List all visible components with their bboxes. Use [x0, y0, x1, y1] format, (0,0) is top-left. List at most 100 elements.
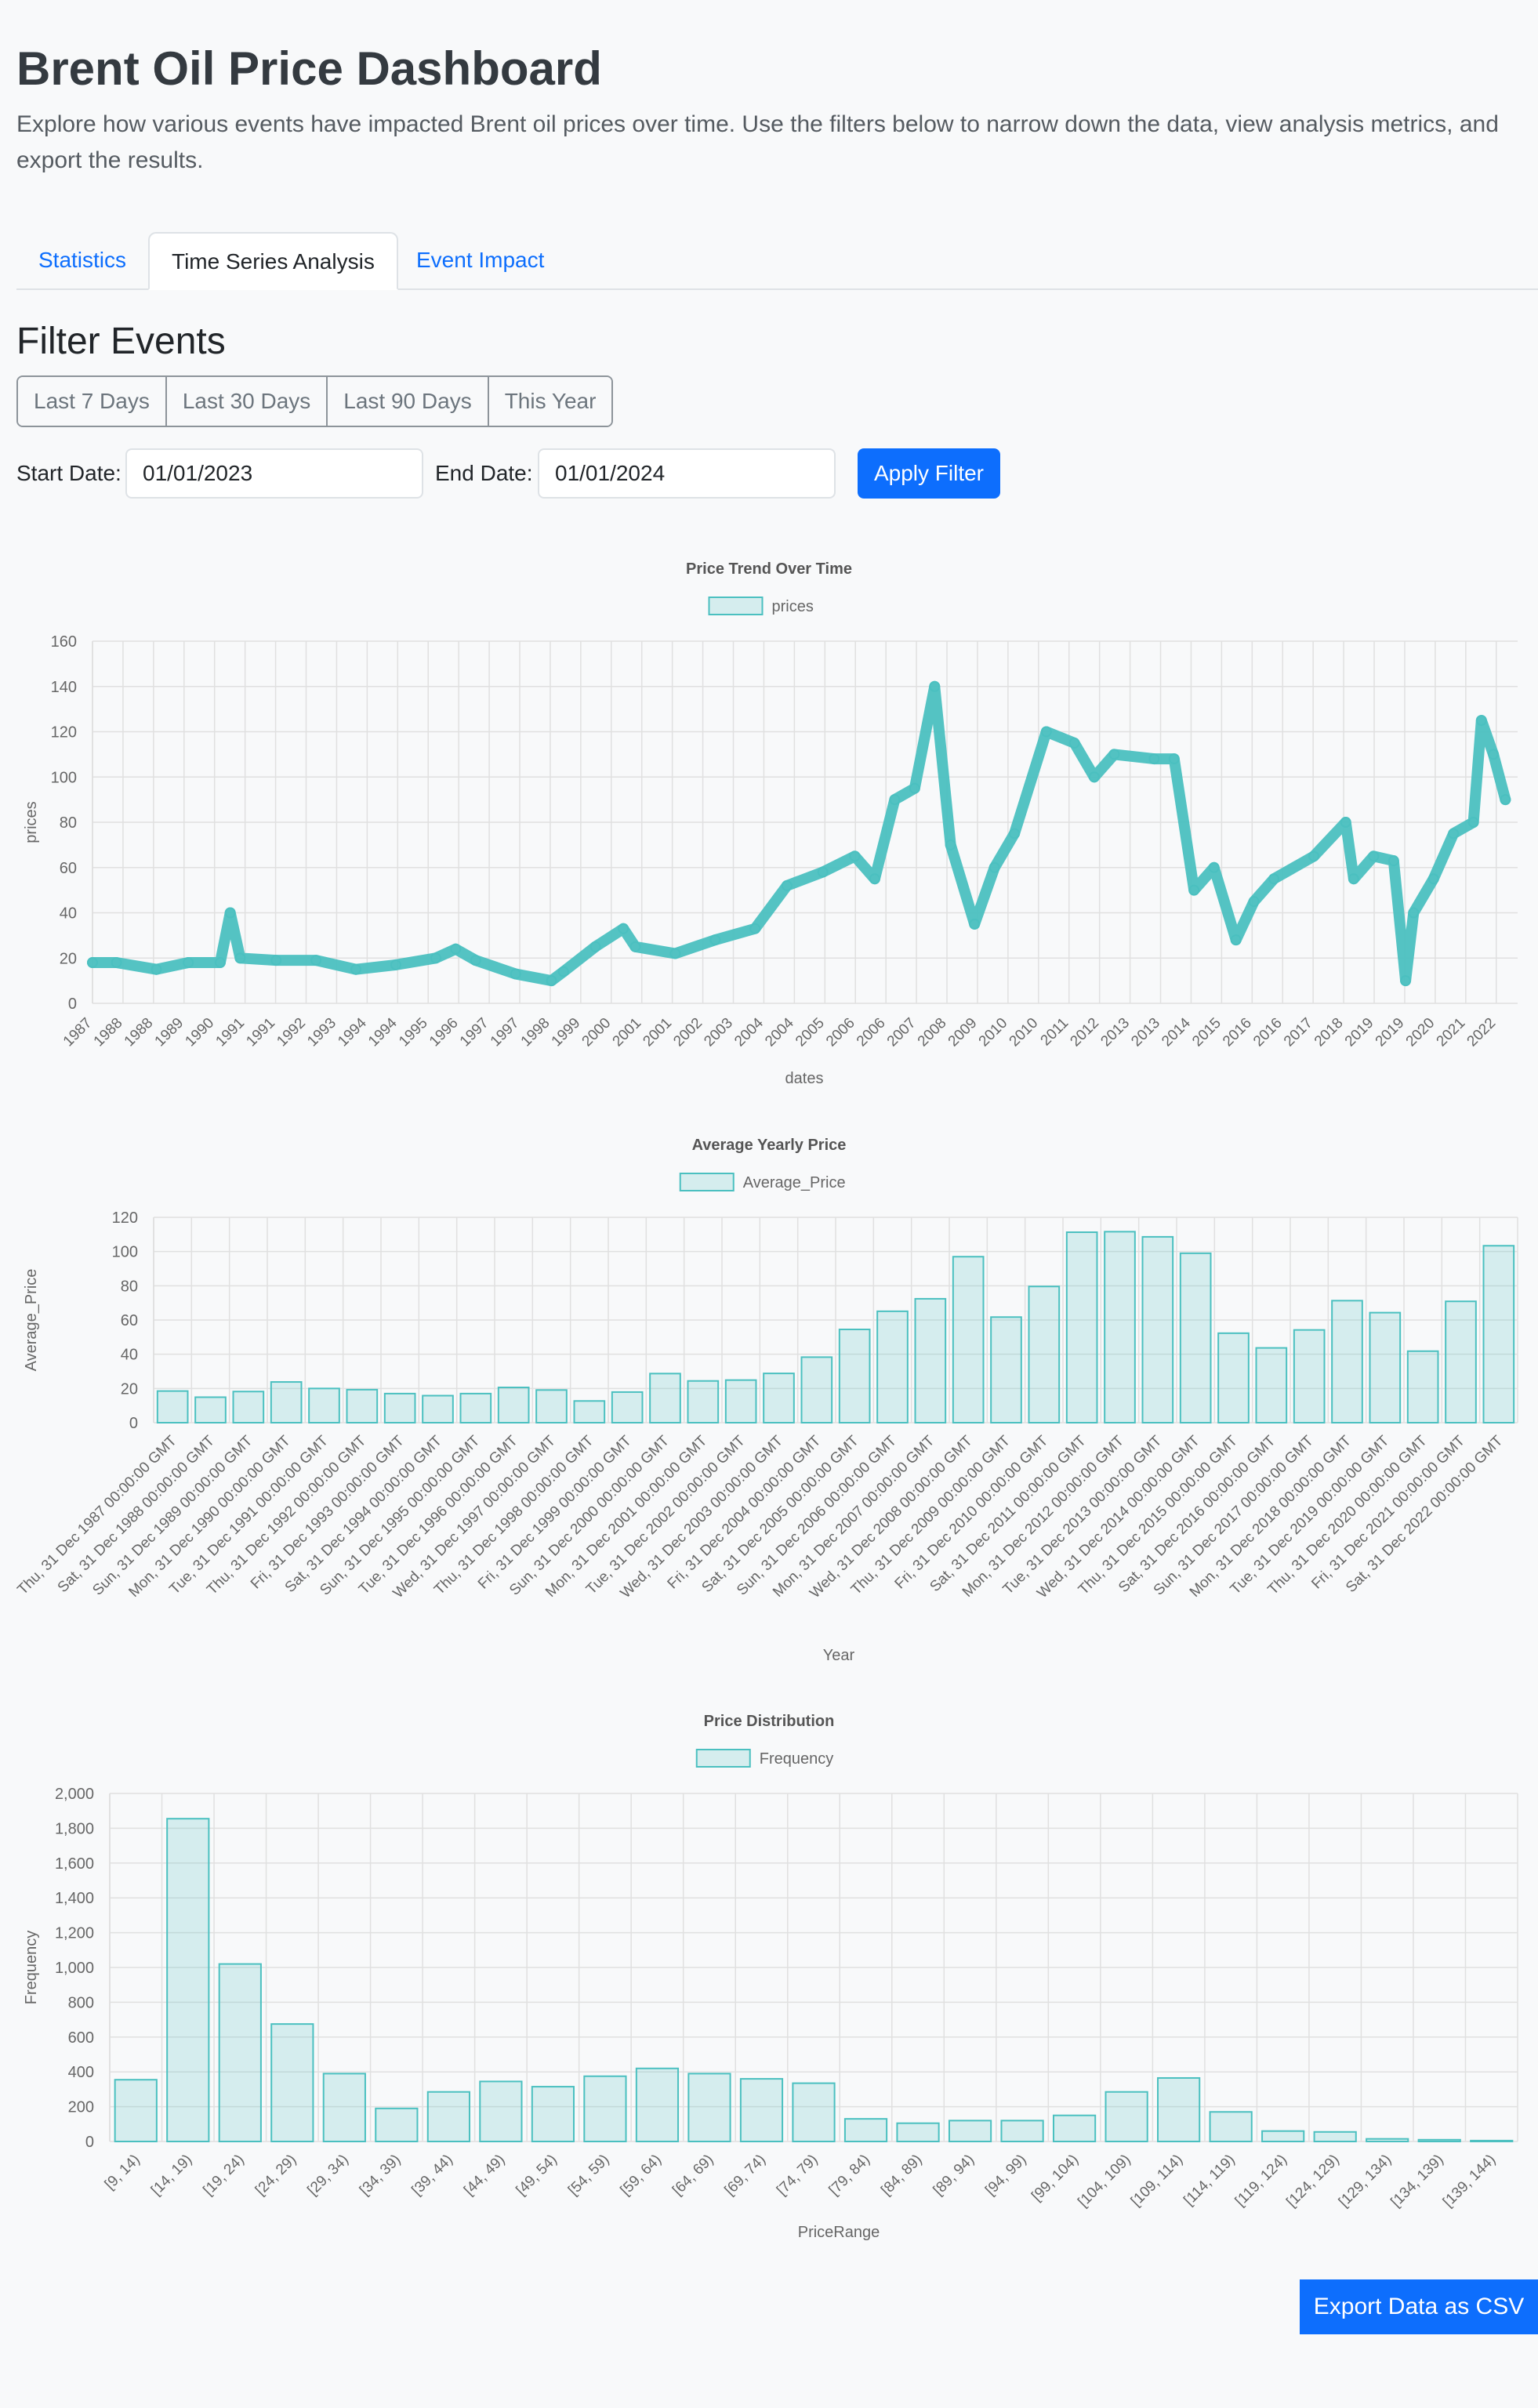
bar [687, 2073, 731, 2143]
x-tick-label: 2001 [610, 1015, 645, 1050]
price-point [1308, 850, 1319, 862]
tab-bar: Statistics Time Series Analysis Event Im… [16, 232, 1538, 290]
legend-label: prices [772, 598, 814, 615]
y-tick-label: 2,000 [55, 1786, 94, 1803]
price-point [749, 923, 761, 934]
x-tick-label: 2000 [579, 1015, 615, 1050]
y-tick-label: 1,800 [55, 1820, 94, 1837]
x-tick-label: 2008 [915, 1015, 950, 1050]
x-tick-label: [39, 44) [408, 2152, 455, 2199]
this-year-button[interactable]: This Year [488, 377, 612, 426]
y-tick-label: 0 [129, 1415, 138, 1432]
y-tick-label: 20 [60, 950, 77, 967]
price-point [1088, 771, 1100, 783]
x-tick-label: [109, 114) [1128, 2152, 1186, 2210]
bar [383, 1392, 416, 1423]
x-tick-label: [74, 79) [774, 2152, 821, 2199]
bar [876, 1310, 909, 1423]
price-point [470, 955, 481, 966]
bar [843, 2118, 888, 2143]
price-point [1475, 715, 1487, 727]
x-tick-label: [64, 69) [669, 2152, 716, 2199]
last-30-days-button[interactable]: Last 30 Days [166, 377, 328, 426]
price-point [557, 966, 569, 977]
bar [649, 1373, 681, 1424]
price-point [1500, 794, 1511, 806]
export-csv-button[interactable]: Export Data as CSV [1300, 2279, 1538, 2334]
x-tick-label: [54, 59) [565, 2152, 612, 2199]
bar [535, 1389, 568, 1424]
x-tick-label: [139, 144) [1440, 2152, 1499, 2210]
y-tick-label: 40 [60, 905, 77, 923]
x-tick-label: 2022 [1464, 1015, 1500, 1050]
price-point [390, 959, 401, 970]
legend-label: Average_Price [743, 1174, 846, 1191]
x-tick-label: [34, 39) [357, 2152, 404, 2199]
last-90-days-button[interactable]: Last 90 Days [328, 377, 489, 426]
tab-statistics[interactable]: Statistics [38, 248, 127, 272]
x-tick-label: 1994 [365, 1014, 401, 1050]
bar [270, 2023, 314, 2142]
x-tick-label: 1995 [396, 1015, 431, 1050]
bar [739, 2078, 784, 2142]
bar [232, 1391, 265, 1424]
filter-title: Filter Events [16, 321, 226, 362]
apply-filter-button[interactable]: Apply Filter [858, 448, 1000, 499]
last-7-days-button[interactable]: Last 7 Days [18, 377, 167, 426]
price-point [909, 782, 920, 794]
x-tick-label: 2012 [1067, 1015, 1102, 1050]
price-point [1427, 873, 1439, 885]
price-point [589, 941, 601, 952]
price-trend-chart-svg: Price Trend Over Time prices 0 20 40 60 80 100 1… [23, 560, 1518, 1087]
x-tick-label: 2004 [762, 1014, 797, 1050]
y-tick-label: 1,200 [55, 1925, 94, 1942]
bar [1157, 2076, 1201, 2142]
price-point [889, 794, 901, 806]
x-tick-label: 2004 [731, 1014, 767, 1050]
price-point [1148, 753, 1160, 765]
bar [322, 2073, 366, 2143]
price-point [87, 957, 98, 969]
x-tick-label: [129, 134) [1336, 2152, 1395, 2210]
x-tick-label: [19, 24) [200, 2152, 247, 2199]
x-tick-label: 1994 [335, 1014, 370, 1050]
x-tick-label: 2018 [1311, 1015, 1347, 1050]
y-tick-label: 600 [68, 2029, 94, 2047]
bar [1417, 2138, 1461, 2143]
date-range-row: Start Date: End Date: [0, 448, 1019, 499]
price-point [781, 879, 793, 891]
tab-event-impact[interactable]: Event Impact [416, 248, 545, 272]
bar [1141, 1235, 1174, 1423]
x-tick-label: [49, 54) [513, 2152, 560, 2199]
y-axis-title: Average_Price [23, 1269, 40, 1372]
x-tick-label: [69, 74) [722, 2152, 769, 2199]
price-point [1188, 884, 1200, 896]
price-point [234, 952, 246, 964]
bar [1000, 2120, 1044, 2142]
price-point [1368, 850, 1380, 862]
price-point [1400, 975, 1412, 987]
x-tick-label: 2017 [1281, 1015, 1316, 1050]
bar [1104, 1231, 1136, 1423]
start-date-input[interactable] [125, 448, 423, 499]
tab-time-series-analysis[interactable]: Time Series Analysis [148, 232, 398, 290]
x-tick-label: 2019 [1373, 1015, 1408, 1050]
end-date-input[interactable] [538, 448, 836, 499]
y-tick-label: 40 [121, 1347, 138, 1364]
x-tick-label: 1993 [304, 1015, 339, 1050]
price-point [1009, 828, 1021, 840]
price-point [929, 680, 941, 692]
bar [1179, 1252, 1212, 1423]
bar [1105, 2091, 1148, 2143]
price-point [1040, 726, 1052, 738]
x-tick-label: [14, 19) [148, 2152, 195, 2199]
bar [166, 1818, 210, 2142]
price-point [629, 941, 641, 952]
y-axis-title: Frequency [23, 1931, 40, 2005]
x-tick-label: 2013 [1097, 1015, 1133, 1050]
x-tick-label: [79, 84) [826, 2152, 873, 2199]
chart-title: Price Distribution [704, 1713, 835, 1730]
y-axis-title: prices [23, 801, 40, 843]
price-point [151, 963, 162, 975]
price-point [618, 923, 629, 934]
